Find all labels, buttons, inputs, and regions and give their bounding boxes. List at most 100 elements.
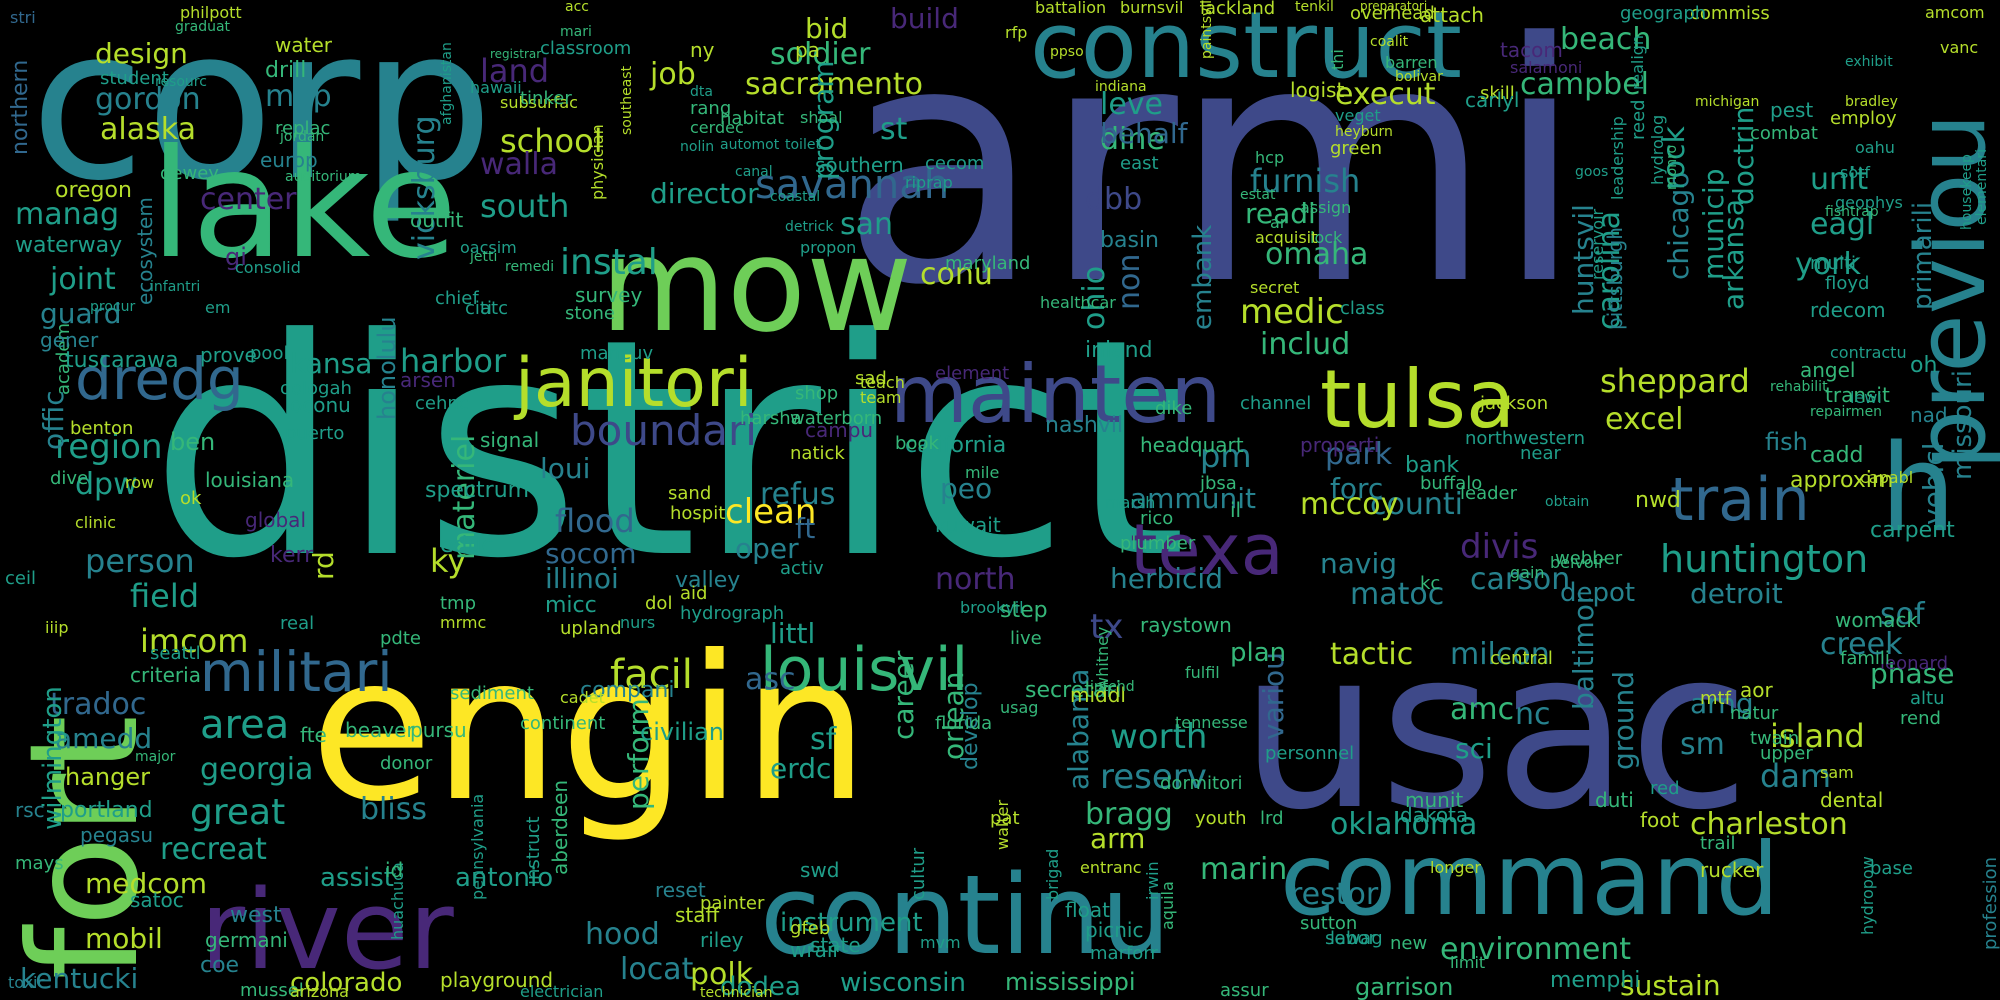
- word-gordon: gordon: [95, 82, 201, 117]
- word-mow: mow: [600, 209, 913, 361]
- word-channel: channel: [1240, 393, 1312, 414]
- word-secretari: secretari: [1025, 678, 1122, 703]
- word-properti: properti: [1300, 433, 1380, 457]
- word-non: non: [1112, 253, 1147, 310]
- word-train: train: [1670, 465, 1810, 535]
- word-unit: unit: [1810, 162, 1869, 197]
- word-gain: gain: [1510, 563, 1545, 582]
- word-reservoir: reservoir: [1588, 208, 1607, 280]
- word-lewi: lewi: [1850, 388, 1882, 407]
- word-lackland: lackland: [1200, 0, 1276, 19]
- word-acc: acc: [565, 0, 589, 15]
- word-reset: reset: [655, 878, 706, 902]
- word-flood: flood: [555, 502, 635, 540]
- word-arng: arng: [1690, 687, 1754, 720]
- word-marin: marin: [1200, 852, 1288, 887]
- word-pa: pa: [795, 38, 820, 62]
- word-dental: dental: [1820, 788, 1884, 812]
- word-excel: excel: [1605, 402, 1684, 437]
- word-georgia: georgia: [200, 752, 314, 787]
- word-veget: veget: [1335, 106, 1381, 125]
- word-activ: activ: [780, 558, 824, 579]
- word-continent: continent: [520, 713, 606, 734]
- word-repairmen: repairmen: [1810, 404, 1883, 420]
- word-bliss: bliss: [360, 792, 427, 827]
- word-pittsburgh: pittsburgh: [1603, 227, 1627, 330]
- word-recreat: recreat: [160, 832, 267, 867]
- word-memphi: memphi: [1550, 968, 1641, 993]
- word-erdc: erdc: [770, 752, 832, 785]
- word-mississippi: mississippi: [1005, 968, 1136, 996]
- word-remedi: remedi: [505, 259, 555, 275]
- word-bradley: bradley: [1845, 94, 1898, 110]
- word-guard: guard: [40, 297, 122, 330]
- word-hcp: hcp: [1255, 148, 1285, 167]
- word-mari: mari: [560, 24, 592, 40]
- word-pm: pm: [1200, 437, 1252, 475]
- word-peo: peo: [940, 472, 993, 505]
- word-real: real: [280, 613, 315, 634]
- word-vanc: vanc: [1940, 38, 1979, 57]
- word-dpw: dpw: [75, 467, 138, 502]
- word-toilet: toilet: [785, 137, 821, 153]
- word-overhead: overhead: [1350, 3, 1435, 24]
- word-land: land: [480, 52, 550, 90]
- word-hydropow: hydropow: [1858, 856, 1877, 935]
- word-procur: procur: [90, 299, 136, 315]
- word-class: class: [1340, 298, 1385, 319]
- word-sheppard: sheppard: [1600, 362, 1750, 400]
- word-benton: benton: [70, 418, 134, 439]
- word-east: east: [1120, 153, 1159, 174]
- word-nwd: nwd: [1635, 488, 1681, 513]
- word-brigad: brigad: [1043, 848, 1062, 900]
- word-bid: bid: [805, 12, 849, 45]
- word-antonio: antonio: [455, 863, 554, 893]
- word-assur: assur: [1220, 980, 1269, 1000]
- word-tulsa: tulsa: [1320, 353, 1515, 446]
- word-intend: intend: [1090, 679, 1135, 695]
- word-carpent: carpent: [1870, 518, 1955, 543]
- word-polk: polk: [690, 957, 754, 992]
- word-usag: usag: [1000, 698, 1039, 717]
- word-soldier: soldier: [770, 37, 871, 72]
- word-dakota: dakota: [1400, 803, 1469, 827]
- word-colorado: colorado: [290, 968, 403, 998]
- word-northern: northern: [8, 59, 33, 155]
- word-assist: assist: [320, 863, 394, 893]
- word-twain: twain: [1750, 728, 1800, 749]
- word-mussel: mussel: [240, 980, 304, 1000]
- word-maryland: maryland: [945, 253, 1031, 274]
- word-refus: refus: [760, 477, 836, 512]
- word-conu: conu: [920, 257, 993, 292]
- word-pegasu: pegasu: [80, 823, 154, 847]
- word-oregon: oregon: [55, 178, 132, 203]
- word-execut: execut: [1335, 77, 1436, 112]
- word-island: island: [1770, 717, 1865, 755]
- word-clinic: clinic: [75, 513, 117, 532]
- word-san: san: [840, 207, 894, 242]
- word-belvoir: belvoir: [1550, 553, 1605, 572]
- word-beach: beach: [1560, 22, 1652, 57]
- word-walla: walla: [480, 147, 558, 182]
- word-cultur: cultur: [908, 847, 929, 900]
- word-cerdec: cerdec: [690, 118, 744, 137]
- word-state: state: [810, 933, 861, 957]
- word-hydrograph: hydrograph: [680, 603, 785, 624]
- word-jackson: jackson: [1480, 393, 1549, 414]
- word-em: em: [205, 298, 231, 317]
- word-natur: natur: [1730, 703, 1779, 724]
- word-replac: replac: [275, 118, 331, 139]
- word-realign: realign: [1628, 34, 1647, 90]
- word-barren: barren: [1385, 53, 1438, 72]
- word-nad: nad: [1910, 403, 1948, 427]
- word-h: h: [1880, 420, 1957, 559]
- word-raystown: raystown: [1140, 613, 1232, 637]
- word-upland: upland: [560, 618, 622, 639]
- word-detrick: detrick: [785, 219, 834, 235]
- word-red: red: [1650, 778, 1680, 799]
- word-matoc: matoc: [1350, 577, 1445, 612]
- word-kansa: kansa: [290, 347, 373, 380]
- word-savannah: savannah: [755, 162, 950, 208]
- word-cecom: cecom: [925, 153, 985, 174]
